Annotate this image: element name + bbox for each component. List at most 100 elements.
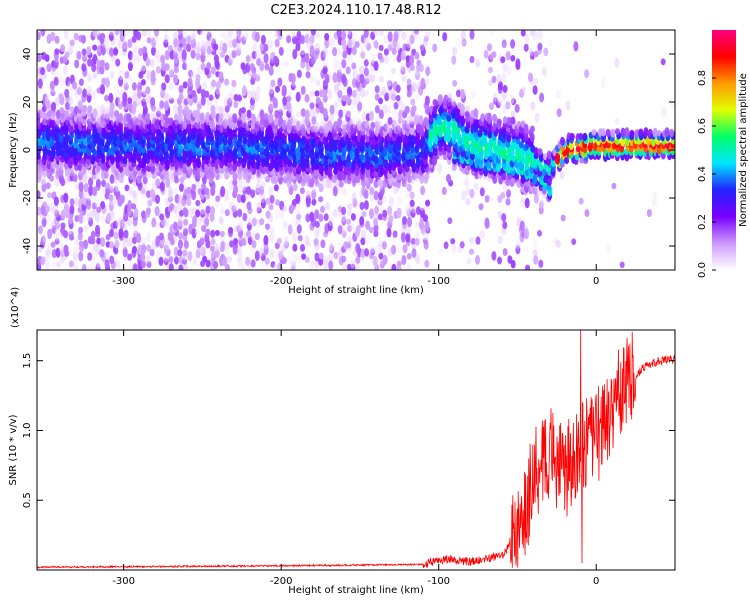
spectrogram-cell <box>68 96 74 106</box>
spectrogram-cell <box>142 176 148 185</box>
spectrogram-cell <box>249 97 256 106</box>
y-tick-label: 20 <box>22 96 33 109</box>
spectrogram-cell <box>127 253 133 261</box>
spectrogram-cell <box>119 30 125 35</box>
spectrogram-cell <box>500 192 506 199</box>
spectrogram-cell <box>361 111 367 122</box>
spectrogram-cell <box>519 88 525 98</box>
spectrogram-cell <box>361 210 367 218</box>
spectrogram-cell <box>164 49 170 61</box>
spectrogram-cell <box>409 63 415 72</box>
spectrogram-cell <box>413 30 420 35</box>
spectrogram-cell <box>346 110 352 118</box>
spectrogram-cell <box>96 112 102 123</box>
spectrogram-cell <box>113 227 119 238</box>
spectrogram-cell <box>369 192 375 203</box>
spectrogram-cell <box>132 49 138 60</box>
spectrogram-cell <box>269 248 275 258</box>
spectrogram-cell <box>86 73 92 82</box>
spectrogram-cell <box>63 30 69 40</box>
y-tick-label: -40 <box>22 238 33 254</box>
spectrogram-cell <box>524 34 530 43</box>
spectrogram-cell <box>311 198 317 206</box>
spectrogram-cell <box>336 30 342 38</box>
x-tick-label: -100 <box>427 276 450 287</box>
spectrogram-cell <box>391 244 397 255</box>
spectrogram-cell <box>379 185 385 196</box>
spectrogram-cell <box>178 264 184 270</box>
spectrogram-cell <box>311 115 317 125</box>
spectrogram-cell <box>443 241 449 250</box>
spectrogram-cell <box>379 90 385 97</box>
spectrogram-cell <box>491 152 497 161</box>
spectrogram-cell <box>241 85 247 96</box>
spectrogram-cell <box>141 243 147 254</box>
spectrogram-cell <box>55 117 61 125</box>
spectrogram-cell <box>263 53 269 64</box>
spectrogram-cell <box>460 30 466 40</box>
spectrogram-cell <box>393 116 399 128</box>
spectrogram-cell <box>44 252 50 261</box>
spectrogram-cell <box>106 86 112 94</box>
spectrogram-cell <box>368 208 375 220</box>
spectrogram-cell <box>532 240 538 249</box>
spectrogram-cell <box>357 101 363 112</box>
spectrogram-cell <box>247 218 253 225</box>
spectrogram-cell <box>72 173 78 183</box>
spectrogram-cell <box>363 90 369 97</box>
spectrogram-cell <box>141 64 147 72</box>
spectrogram-cell <box>208 176 214 188</box>
spectrogram-cell <box>395 125 401 135</box>
spectrogram-cell <box>76 50 82 60</box>
spectrogram-cell <box>315 79 321 87</box>
spectrogram-cell <box>44 54 50 62</box>
spectrogram-cell <box>520 30 526 37</box>
spectrogram-cell <box>236 42 242 53</box>
spectrogram-cell <box>105 251 111 260</box>
spectrogram-cell <box>359 65 365 75</box>
spectrogram-cell <box>109 228 115 238</box>
spectrogram-cell <box>396 260 402 267</box>
spectrogram-cell <box>237 208 243 218</box>
spectrogram-cell <box>78 181 84 192</box>
spectrogram-cell <box>219 108 225 120</box>
spectrogram-cell <box>40 67 46 76</box>
spectrogram-cell <box>523 43 529 52</box>
spectrogram-cell <box>500 56 506 64</box>
spectrogram-cell <box>400 231 406 243</box>
spectrogram-cell <box>468 248 475 255</box>
spectrogram-cell <box>286 35 292 44</box>
spectrogram-cell <box>409 85 415 95</box>
spectrogram-cell <box>320 50 326 61</box>
spectrogram-cell <box>80 34 87 44</box>
spectrogram-cell <box>178 84 184 94</box>
spectrogram-cell <box>69 39 75 47</box>
spectrogram-cell <box>86 92 92 103</box>
spectrogram-cell <box>182 30 188 39</box>
spectrogram-cell <box>507 255 513 264</box>
spectrogram-cell <box>174 228 180 237</box>
spectrogram-cell <box>278 250 284 260</box>
spectrogram-cell <box>304 33 310 44</box>
spectrogram-cell <box>281 257 287 265</box>
spectrogram-cell <box>204 187 210 195</box>
spectrogram-cell <box>377 244 383 254</box>
spectrogram-cell <box>397 195 403 207</box>
spectrogram-cell <box>364 235 370 245</box>
spectrogram-cell <box>491 51 497 58</box>
spectrogram-cell <box>414 94 420 102</box>
spectrogram-cell <box>611 182 617 190</box>
spectrogram-cell <box>173 37 179 48</box>
spectrogram-cell <box>42 232 48 244</box>
spectrogram-cell <box>305 71 311 79</box>
spectrogram-cell <box>633 149 639 157</box>
spectrogram-cell <box>332 185 338 197</box>
spectrogram-cell <box>360 133 366 142</box>
spectrogram-cell <box>538 259 544 268</box>
spectrogram-cell <box>177 249 183 257</box>
spectrogram-cell <box>269 88 275 98</box>
spectrogram-cell <box>501 105 507 114</box>
spectrogram-cell <box>584 69 590 79</box>
spectrogram-cell <box>151 182 157 192</box>
